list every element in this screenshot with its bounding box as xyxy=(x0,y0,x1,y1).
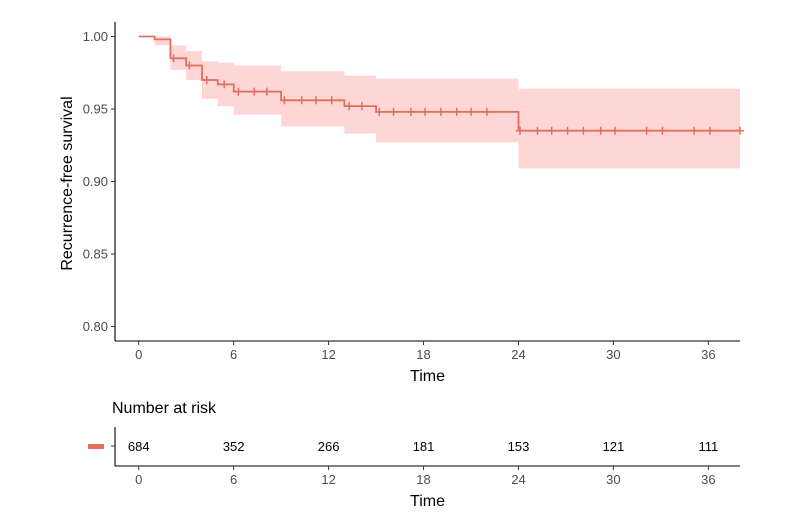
censor-mark xyxy=(234,87,243,96)
strata-color-swatch xyxy=(88,444,104,449)
x-tick-label: 18 xyxy=(416,347,430,362)
risk-x-tick-label: 24 xyxy=(511,472,525,487)
y-tick-label: 0.85 xyxy=(83,247,108,262)
risk-count: 111 xyxy=(698,439,718,454)
censor-mark xyxy=(421,107,430,116)
risk-count: 121 xyxy=(603,439,625,454)
confidence-band-layer xyxy=(138,36,740,169)
risk-count: 266 xyxy=(318,439,340,454)
y-tick-label: 0.90 xyxy=(83,174,108,189)
censor-mark xyxy=(327,96,336,105)
censor-mark xyxy=(611,126,619,135)
risk-counts-layer: 684 352 266 181 153 121 111 xyxy=(128,439,718,454)
censor-mark xyxy=(220,80,229,89)
y-axis-title: Recurrence-free survival xyxy=(59,96,76,270)
risk-count: 153 xyxy=(508,439,530,454)
x-tick-label: 12 xyxy=(321,347,335,362)
censor-mark xyxy=(436,107,445,116)
risk-x-tick-label: 18 xyxy=(416,472,430,487)
censor-mark xyxy=(375,107,384,116)
risk-table-panel: Number at risk 684 352 266 181 153 121 111 0 6 1… xyxy=(88,400,740,510)
confidence-band xyxy=(138,36,740,169)
y-tick-label: 0.80 xyxy=(83,319,108,334)
risk-x-tick-label: 30 xyxy=(606,472,620,487)
risk-x-tick-label: 12 xyxy=(321,472,335,487)
risk-count: 352 xyxy=(223,439,245,454)
y-tick-label: 1.00 xyxy=(83,29,108,44)
censor-marks-layer xyxy=(169,54,744,135)
x-tick-label: 0 xyxy=(135,347,142,362)
censor-mark xyxy=(250,87,259,96)
censor-mark xyxy=(596,126,605,135)
risk-x-axis-title: Time xyxy=(410,493,445,510)
risk-table-title: Number at risk xyxy=(112,400,217,417)
censor-mark xyxy=(690,126,699,135)
censor-mark xyxy=(185,61,194,70)
censor-mark xyxy=(563,126,572,135)
risk-count: 181 xyxy=(413,439,435,454)
censor-mark xyxy=(533,126,542,135)
survival-plot-panel: 0.80 0.85 0.90 0.95 1.00 0 6 12 18 24 30 36 Time Re… xyxy=(59,22,744,385)
censor-mark xyxy=(658,126,667,135)
x-tick-label: 36 xyxy=(701,347,715,362)
censor-mark xyxy=(579,126,588,135)
risk-count: 684 xyxy=(128,439,150,454)
censor-mark xyxy=(280,96,289,105)
censor-mark xyxy=(467,107,476,116)
censor-mark xyxy=(516,126,525,135)
censor-mark xyxy=(297,96,306,105)
censor-mark xyxy=(547,126,556,135)
censor-mark xyxy=(482,107,491,116)
x-tick-label: 6 xyxy=(230,347,237,362)
censor-mark xyxy=(642,126,651,135)
censor-mark xyxy=(705,126,714,135)
censor-mark xyxy=(389,107,398,116)
censor-mark xyxy=(406,107,415,116)
risk-x-tick-label: 36 xyxy=(701,472,715,487)
censor-mark xyxy=(202,76,211,84)
censor-mark xyxy=(345,102,354,111)
censor-mark xyxy=(452,107,461,116)
survival-axes: 0.80 0.85 0.90 0.95 1.00 0 6 12 18 24 30 36 xyxy=(83,22,740,362)
y-tick-label: 0.95 xyxy=(83,102,108,117)
censor-mark xyxy=(736,126,744,135)
censor-mark xyxy=(311,96,320,105)
x-tick-label: 30 xyxy=(606,347,620,362)
censor-mark xyxy=(357,102,366,111)
risk-x-tick-label: 6 xyxy=(230,472,237,487)
risk-x-tick-label: 0 xyxy=(135,472,142,487)
censor-mark xyxy=(262,87,271,96)
x-axis-title: Time xyxy=(410,368,445,385)
censor-mark xyxy=(169,54,178,63)
x-tick-label: 24 xyxy=(511,347,525,362)
risk-table-axes: 0 6 12 18 24 30 36 xyxy=(111,427,740,487)
